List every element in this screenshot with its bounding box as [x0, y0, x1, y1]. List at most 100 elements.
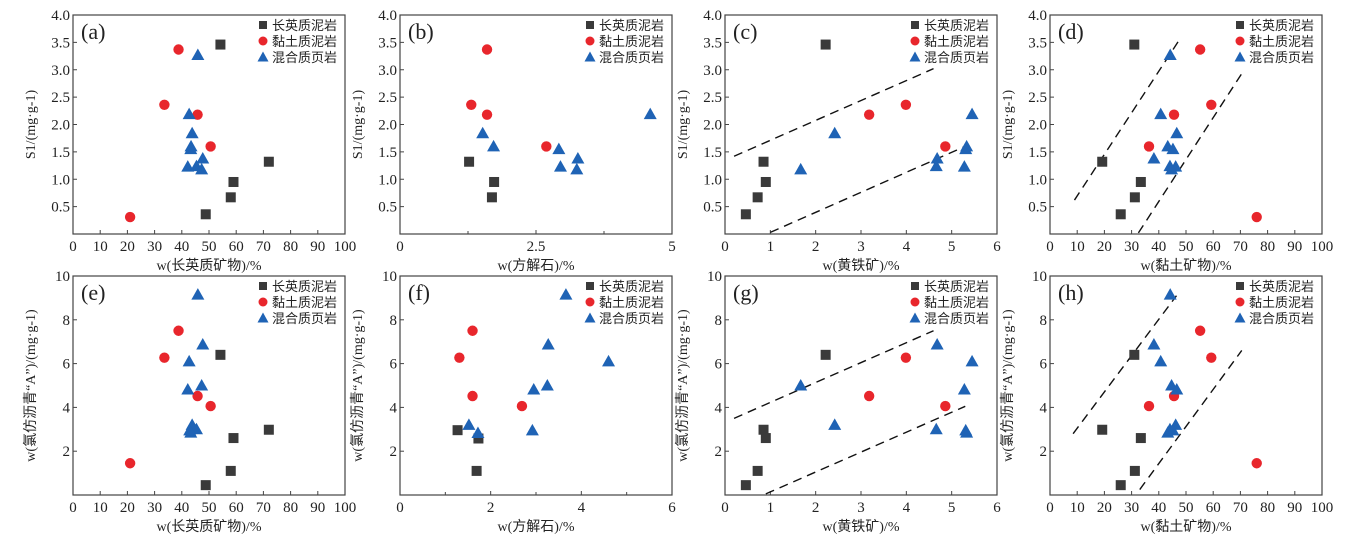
x-tick-label: 0 [1046, 239, 1054, 255]
legend-label: 混合质页岩 [1249, 311, 1314, 326]
y-axis-label: w(氯仿沥青“A”)/(mg·g-1) [1000, 309, 1016, 462]
data-point-circle [205, 141, 216, 152]
data-point-triangle [960, 426, 974, 438]
y-tick-label: 2.5 [51, 90, 70, 106]
x-tick-label: 40 [174, 500, 189, 516]
panel-label: (h) [1058, 280, 1084, 305]
data-point-triangle [1154, 354, 1168, 367]
legend-label: 长英质泥岩 [599, 18, 664, 33]
y-tick-label: 2.0 [378, 118, 397, 134]
legend-triangle-icon [584, 312, 596, 323]
data-point-square [1129, 192, 1140, 203]
x-tick-label: 0 [1046, 500, 1054, 516]
series-triangle [794, 338, 979, 438]
trend-line [1137, 73, 1243, 234]
series-circle [124, 325, 216, 469]
x-tick-label: 5 [668, 239, 676, 255]
y-tick-label: 6 [1040, 357, 1048, 373]
series-triangle [1147, 48, 1184, 175]
series-square [740, 39, 831, 220]
y-axis-label: S1/(mg·g-1) [351, 90, 366, 160]
legend-triangle-icon [257, 312, 269, 323]
y-tick-label: 2 [390, 444, 398, 460]
data-point-triangle [552, 142, 566, 155]
data-point-circle [863, 390, 875, 402]
data-point-circle [940, 141, 951, 152]
trend-line [770, 144, 968, 233]
y-tick-label: 1.5 [378, 145, 397, 161]
x-tick-label: 80 [283, 239, 298, 255]
data-point-circle [1251, 458, 1262, 469]
x-tick-label: 70 [256, 500, 271, 516]
data-point-circle [124, 458, 136, 469]
y-tick-label: 10 [707, 269, 722, 285]
panel-c: 0 1 2 3 4 5 6 0.5 1.0 1.5 2.0 2.5 3.0 3.5 4.0 w(黄铁矿)/% S… [676, 8, 1001, 274]
data-point-triangle [559, 288, 573, 300]
data-point-square [215, 349, 226, 360]
y-tick-label: 2.5 [1028, 90, 1047, 106]
data-point-triangle [541, 338, 555, 350]
data-point-triangle [462, 418, 476, 430]
data-point-triangle [828, 126, 842, 139]
panel-label: (e) [81, 280, 105, 305]
x-tick-label: 60 [229, 500, 244, 516]
data-point-circle [159, 352, 170, 363]
series-circle [124, 44, 216, 223]
data-point-circle [467, 390, 478, 402]
legend-square-icon [586, 21, 594, 29]
x-axis-label: w(长英质矿物)/% [157, 257, 262, 274]
data-point-triangle [191, 48, 205, 60]
x-axis-label: w(黄铁矿)/% [823, 257, 900, 274]
y-tick-label: 10 [382, 269, 397, 285]
y-tick-label: 2 [63, 444, 71, 460]
legend-label: 长英质泥岩 [924, 279, 989, 294]
legend-label: 黏土质泥岩 [1249, 295, 1314, 310]
legend-square-icon [586, 282, 594, 290]
y-tick-label: 3.0 [703, 63, 722, 79]
x-tick-label: 30 [1124, 500, 1139, 516]
data-point-triangle [965, 354, 979, 367]
data-point-square [1115, 209, 1126, 220]
x-tick-label: 2 [487, 500, 495, 516]
panel-h: 0 10 20 30 40 50 60 70 80 90 100 2 4 6 8 10 w(黏土矿物)/% w(氯… [1000, 269, 1333, 535]
legend-triangle-icon [584, 51, 596, 62]
x-tick-label: 50 [1179, 239, 1194, 255]
panel-label: (a) [81, 19, 105, 44]
data-point-square [486, 192, 497, 203]
data-point-square [263, 424, 274, 435]
x-tick-label: 30 [147, 500, 162, 516]
data-point-square [225, 465, 236, 476]
trend-line [1073, 37, 1182, 201]
y-tick-label: 8 [390, 313, 398, 329]
y-tick-label: 2 [715, 444, 723, 460]
data-point-square [1129, 349, 1140, 360]
legend-triangle-icon [1234, 312, 1246, 323]
data-point-square [752, 465, 763, 476]
trend-line [733, 330, 934, 419]
data-point-square [228, 433, 239, 444]
data-point-circle [481, 44, 493, 55]
x-tick-label: 20 [1097, 239, 1112, 255]
legend-triangle-icon [1234, 51, 1246, 62]
data-point-triangle [930, 151, 944, 164]
legend-triangle-icon [909, 312, 921, 323]
data-point-circle [192, 109, 203, 120]
legend-square-icon [911, 282, 919, 290]
data-point-triangle [471, 426, 485, 439]
x-tick-label: 100 [1311, 500, 1334, 516]
y-tick-label: 4 [390, 400, 398, 416]
panel-a: 0 10 20 30 40 50 60 70 80 90 100 0.5 1.0 1.5 2.0 2.5 3.0… [24, 8, 356, 274]
x-tick-label: 20 [1097, 500, 1112, 516]
data-point-circle [900, 352, 912, 363]
legend-circle-icon [258, 297, 268, 307]
legend-circle-icon [910, 36, 920, 46]
series-triangle [181, 288, 210, 438]
x-tick-label: 6 [993, 239, 1001, 255]
data-point-triangle [1147, 338, 1161, 350]
series-square [1097, 349, 1146, 491]
legend-square-icon [911, 21, 919, 29]
series-circle [863, 352, 951, 412]
data-point-circle [900, 99, 912, 110]
y-axis-label: S1/(mg·g-1) [24, 90, 39, 160]
